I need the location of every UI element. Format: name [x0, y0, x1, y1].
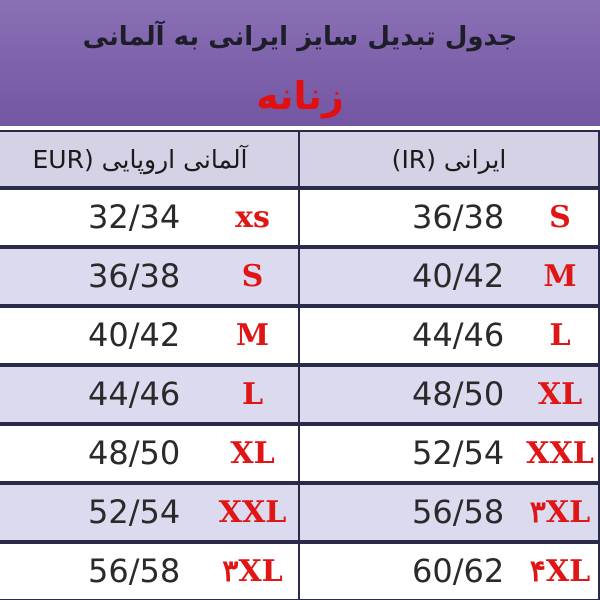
ir-size: ۳XL	[529, 495, 591, 530]
row-cell	[0, 365, 300, 424]
eur-size: XL	[230, 436, 275, 471]
ir-size: M	[543, 259, 577, 294]
subtitle: زنانه	[256, 74, 344, 118]
eur-size: ۳XL	[222, 554, 283, 589]
eur-value: 52/54	[88, 493, 181, 531]
ir-value: 60/62	[412, 552, 505, 590]
row-cell	[298, 188, 600, 247]
ir-size: XL	[537, 377, 583, 412]
row-cell	[0, 424, 300, 483]
row-cell	[298, 424, 600, 483]
header: جدول تبدیل سایز ایرانی به آلمانی زنانه	[0, 0, 600, 126]
ir-size: XXL	[526, 436, 594, 471]
eur-size: S	[241, 259, 264, 294]
column-header: ایرانی (IR)	[298, 130, 600, 188]
row-cell	[298, 365, 600, 424]
row-cell	[298, 306, 600, 365]
eur-size: M	[235, 318, 270, 353]
row-cell	[0, 483, 300, 542]
ir-value: 44/46	[412, 316, 505, 354]
row-cell	[298, 247, 600, 306]
eur-size: xs	[235, 200, 270, 235]
row-cell	[0, 188, 300, 247]
column-header: آلمانی اروپایی (EUR	[0, 130, 300, 188]
ir-value: 40/42	[412, 257, 505, 295]
eur-value: 36/38	[88, 257, 181, 295]
eur-value: 48/50	[88, 434, 181, 472]
eur-value: 56/58	[88, 552, 181, 590]
ir-value: 56/58	[412, 493, 505, 531]
ir-value: 52/54	[412, 434, 505, 472]
eur-value: 32/34	[88, 198, 181, 236]
eur-size: XXL	[218, 495, 287, 530]
title: جدول تبدیل سایز ایرانی به آلمانی	[82, 22, 518, 52]
eur-value: 44/46	[88, 375, 181, 413]
ir-value: 36/38	[412, 198, 505, 236]
ir-value: 48/50	[412, 375, 505, 413]
row-cell	[298, 542, 600, 600]
row-cell	[0, 247, 300, 306]
ir-size: ۴XL	[529, 554, 591, 589]
ir-size: S	[549, 200, 571, 235]
ir-size: L	[549, 318, 571, 353]
eur-value: 40/42	[88, 316, 181, 354]
row-cell	[298, 483, 600, 542]
eur-size: L	[241, 377, 264, 412]
